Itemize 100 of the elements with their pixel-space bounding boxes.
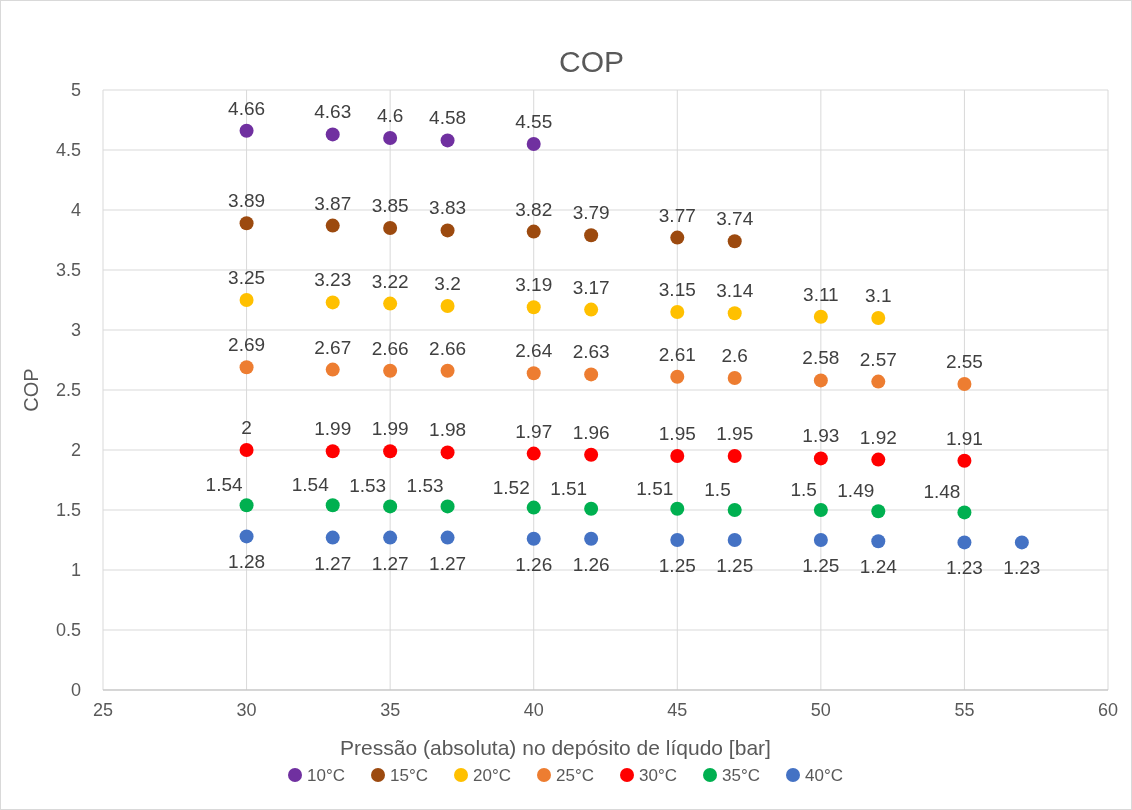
data-label: 1.54 [205, 474, 243, 496]
data-label: 4.58 [429, 107, 467, 129]
data-label: 1.53 [349, 475, 387, 497]
data-label: 4.63 [314, 101, 352, 123]
point [239, 360, 254, 375]
point [325, 218, 340, 233]
y-tick-label: 0.5 [55, 620, 81, 640]
point [440, 223, 455, 238]
data-label: 1.99 [314, 418, 352, 440]
data-label: 1.96 [572, 421, 610, 443]
point [440, 299, 455, 313]
x-tick-label: 40 [523, 700, 544, 720]
point [383, 444, 398, 459]
x-tick-label: 55 [954, 700, 975, 720]
x-tick-label: 35 [380, 700, 401, 720]
data-label: 3.85 [371, 195, 409, 216]
data-label: 2.61 [658, 343, 696, 365]
point [727, 449, 742, 463]
data-label: 1.27 [429, 552, 467, 574]
point [727, 306, 742, 321]
data-label: 1.51 [550, 477, 588, 499]
point [584, 228, 599, 243]
data-label: 3.17 [572, 276, 610, 298]
point [239, 216, 254, 231]
point [727, 533, 742, 547]
point [526, 531, 541, 546]
point [584, 501, 599, 516]
point [383, 499, 398, 514]
point [813, 533, 828, 547]
data-label: 1.52 [492, 476, 530, 498]
point [325, 498, 340, 513]
data-label: 3.77 [658, 204, 696, 226]
data-label: 3.23 [314, 269, 352, 291]
x-tick-label: 30 [236, 700, 257, 720]
data-label: 1.25 [802, 555, 840, 576]
data-label: 1.95 [658, 423, 696, 444]
point [670, 369, 685, 384]
point [670, 230, 685, 245]
x-tick-label: 45 [667, 700, 688, 720]
point [325, 530, 340, 545]
x-tick-label: 25 [92, 700, 114, 720]
point [584, 367, 599, 382]
point [957, 505, 972, 520]
y-tick-label: 1.5 [55, 500, 81, 520]
x-tick-label: 50 [810, 700, 831, 720]
data-label: 2 [241, 417, 252, 438]
data-label: 2.64 [515, 340, 553, 362]
data-label: 3.87 [314, 192, 352, 214]
data-label: 2.66 [371, 337, 409, 359]
data-label: 3.83 [429, 197, 467, 219]
data-label: 1.98 [429, 419, 467, 441]
data-label: 4.66 [228, 97, 266, 119]
point [957, 377, 972, 391]
data-label: 1.23 [1003, 557, 1041, 579]
data-label: 2.66 [429, 337, 467, 359]
data-label: 4.55 [515, 111, 553, 132]
point [727, 503, 742, 517]
point [871, 504, 886, 519]
point [813, 373, 828, 388]
data-label: 2.63 [572, 341, 610, 363]
x-axis-title: Pressão (absoluta) no depósito de líqudo [bar] [340, 736, 771, 759]
point [1014, 535, 1029, 550]
data-label: 1.49 [837, 480, 875, 502]
point [325, 295, 340, 310]
point [871, 452, 886, 467]
point [813, 503, 828, 517]
point [526, 137, 541, 151]
point [670, 305, 685, 319]
point [670, 533, 685, 547]
data-label: 1.92 [859, 426, 897, 448]
data-label: 1.26 [572, 553, 610, 575]
point [871, 311, 886, 325]
point [383, 530, 398, 545]
point [526, 446, 541, 461]
point [957, 535, 972, 550]
y-axis-title: COP [20, 368, 42, 412]
point [239, 123, 254, 138]
data-label: 1.99 [371, 418, 409, 440]
point [727, 371, 742, 385]
point [383, 296, 398, 311]
legend-label: 15°C [390, 766, 428, 785]
point [239, 443, 254, 457]
x-tick-label: 60 [1097, 700, 1119, 720]
legend-label: 40°C [805, 766, 843, 785]
data-label: 1.93 [802, 425, 840, 447]
y-tick-label: 3.5 [55, 260, 81, 280]
point [813, 451, 828, 466]
point [727, 234, 742, 249]
data-label: 3.25 [228, 267, 266, 288]
data-label: 2.57 [859, 348, 897, 370]
data-label: 1.23 [945, 557, 983, 579]
point [526, 300, 541, 315]
data-label: 4.6 [376, 105, 404, 126]
y-tick-label: 2.5 [55, 380, 81, 400]
point [325, 444, 340, 459]
point [526, 500, 541, 515]
point [440, 363, 455, 378]
point [813, 309, 828, 324]
data-label: 1.5 [704, 479, 731, 500]
point [584, 447, 599, 462]
